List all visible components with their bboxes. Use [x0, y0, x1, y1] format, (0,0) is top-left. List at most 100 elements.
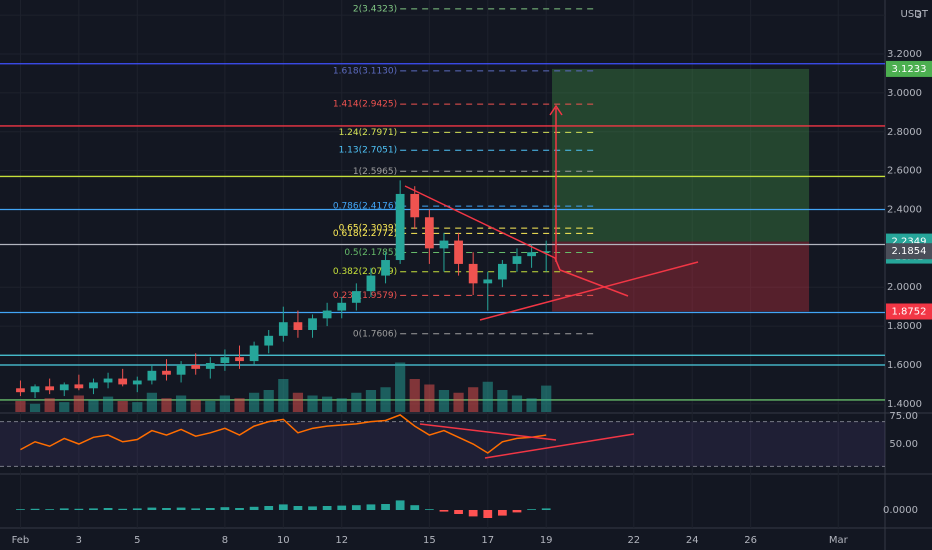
- fib-label: 1(2.5965): [353, 167, 397, 177]
- price-tag: [886, 60, 932, 77]
- candle-body: [308, 318, 317, 330]
- macd-bar: [249, 506, 259, 510]
- volume-bar: [219, 395, 231, 412]
- price-tag-label: 2.1854: [892, 246, 927, 257]
- volume-bar: [336, 398, 347, 412]
- candle-body: [235, 357, 244, 362]
- candle-body: [147, 370, 157, 381]
- y-tick-label: 3.2000: [887, 49, 922, 60]
- volume-bar: [132, 402, 143, 412]
- candle-body: [205, 363, 215, 369]
- candle-body: [264, 335, 274, 346]
- candle-body: [249, 345, 259, 362]
- macd-bar: [45, 509, 55, 510]
- x-tick-label: 8: [222, 535, 228, 546]
- candle-body: [512, 256, 522, 264]
- x-tick-label: 24: [686, 535, 699, 546]
- volume-bar: [29, 403, 41, 412]
- macd-bar: [147, 507, 157, 510]
- volume-bar: [15, 401, 26, 412]
- volume-bar: [497, 390, 508, 412]
- candle-body: [527, 252, 536, 257]
- candle-body: [191, 364, 201, 369]
- volume-bar: [73, 395, 84, 412]
- price-tag-label: 2.2349: [892, 237, 927, 248]
- candle-body: [424, 217, 434, 249]
- macd-bar: [337, 505, 347, 510]
- macd-bar: [497, 510, 507, 516]
- y-tick-label: 3: [916, 10, 922, 21]
- fib-label: 1.618(3.1130): [333, 66, 397, 76]
- candle-body: [454, 240, 463, 264]
- fib-label: 0.382(2.0799): [333, 267, 397, 277]
- volume-bar: [146, 392, 157, 412]
- volume-bar: [102, 396, 114, 412]
- macd-bar: [322, 506, 332, 510]
- rsi-trend: [484, 433, 635, 459]
- y-tick-label: 1.4000: [887, 399, 922, 410]
- macd-bar: [293, 506, 303, 510]
- candle-body: [278, 322, 288, 336]
- volume-bar: [248, 392, 260, 412]
- price-tag-label: 1.8752: [892, 306, 927, 317]
- candle-body: [74, 384, 84, 389]
- candle-body: [220, 357, 230, 364]
- macd-bar: [278, 504, 288, 510]
- rsi-trend: [419, 423, 557, 441]
- trend-line: [479, 261, 699, 321]
- fib-label: 0.786(2.4176): [333, 202, 397, 212]
- volume-bar: [205, 401, 216, 412]
- volume-bar: [117, 401, 128, 412]
- x-tick-label: 22: [627, 535, 640, 546]
- volume-bar: [351, 392, 362, 412]
- candle-body: [468, 263, 478, 284]
- candle-body: [541, 251, 551, 253]
- volume-bar: [511, 395, 523, 412]
- candle-body: [322, 310, 332, 319]
- candle-body: [132, 380, 142, 385]
- macd-bar: [454, 510, 463, 514]
- x-tick-label: 3: [76, 535, 82, 546]
- x-tick-label: 19: [540, 535, 553, 546]
- fib-label: 2(3.4323): [353, 4, 397, 14]
- macd-bar: [512, 510, 522, 513]
- candle-body: [45, 386, 55, 391]
- volume-bar: [175, 395, 187, 412]
- macd-bar: [424, 509, 434, 510]
- candle-body: [439, 240, 449, 249]
- macd-tick-label: 0.0000: [883, 505, 918, 516]
- macd-bar: [59, 508, 69, 510]
- y-tick-label: 3.0000: [887, 88, 922, 99]
- candle-body: [162, 370, 171, 375]
- macd-bar: [439, 510, 449, 512]
- price-tag-label: 3.1233: [892, 64, 927, 75]
- macd-bar: [74, 508, 84, 510]
- volume-bar: [263, 390, 274, 412]
- volume-bar: [161, 398, 172, 412]
- macd-bar: [191, 508, 201, 510]
- macd-bar: [220, 507, 230, 510]
- candle-body: [483, 279, 493, 284]
- fib-label: 0.618(2.2772): [333, 229, 397, 239]
- x-tick-label: 26: [744, 535, 757, 546]
- macd-bar: [176, 507, 186, 510]
- x-tick-label: 10: [277, 535, 290, 546]
- candle-body: [16, 388, 25, 393]
- rsi-band: [0, 421, 885, 467]
- macd-bar: [30, 508, 40, 510]
- candle-body: [59, 384, 69, 391]
- macd-bar: [381, 504, 390, 510]
- fib-label: 0.236(1.9579): [333, 291, 397, 301]
- candle-body: [118, 378, 128, 385]
- trend-line: [404, 185, 629, 297]
- macd-bar: [132, 508, 142, 510]
- target-zone: [552, 68, 810, 242]
- y-tick-label: 2.8000: [887, 127, 922, 138]
- macd-bar: [395, 500, 405, 510]
- volume-bar: [59, 402, 70, 412]
- volume-bar: [365, 390, 377, 412]
- macd-bar: [16, 509, 25, 510]
- x-tick-label: Mar: [829, 535, 849, 546]
